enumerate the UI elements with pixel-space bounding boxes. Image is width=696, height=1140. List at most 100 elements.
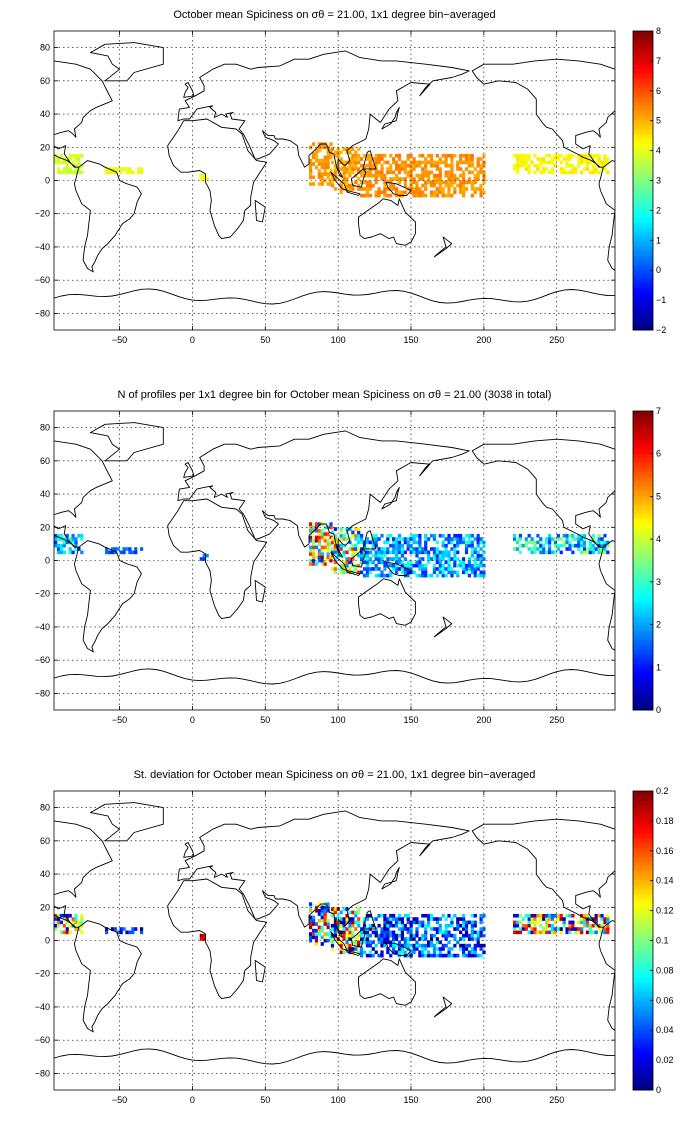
x-tick-label: 50 xyxy=(260,1095,270,1105)
data-cell xyxy=(600,923,604,928)
data-cell xyxy=(383,933,387,938)
data-cell xyxy=(65,927,69,931)
data-cell xyxy=(459,563,463,568)
data-cell xyxy=(559,927,563,931)
data-cell xyxy=(54,917,58,921)
data-cell xyxy=(539,543,543,548)
data-cell xyxy=(533,163,537,168)
data-cell xyxy=(368,953,372,958)
data-cell xyxy=(594,920,598,925)
data-cell xyxy=(459,537,463,541)
data-cell xyxy=(348,943,352,948)
data-cell xyxy=(550,913,555,918)
data-cell xyxy=(374,173,378,178)
data-cell xyxy=(371,173,375,178)
data-cell xyxy=(317,932,321,936)
data-cell xyxy=(574,930,578,935)
data-cell xyxy=(547,160,552,165)
data-cell xyxy=(585,923,590,928)
data-cell xyxy=(438,570,442,575)
data-cell xyxy=(438,927,442,931)
data-cell xyxy=(362,923,367,928)
data-cell xyxy=(386,193,390,198)
data-cell xyxy=(412,187,416,191)
data-cell xyxy=(317,912,321,916)
data-cell xyxy=(317,558,321,563)
data-cell xyxy=(77,153,81,158)
data-cell xyxy=(333,163,337,168)
data-cell xyxy=(473,537,477,541)
data-cell xyxy=(342,173,346,178)
data-cell xyxy=(403,937,407,941)
data-cell xyxy=(515,537,520,541)
data-cell xyxy=(357,907,361,911)
data-cell xyxy=(365,173,370,178)
data-cell xyxy=(125,167,129,171)
data-cell xyxy=(412,190,416,195)
data-cell xyxy=(394,540,399,545)
data-cell xyxy=(339,187,343,191)
data-cell xyxy=(424,540,428,545)
data-cell xyxy=(459,947,463,951)
data-cell xyxy=(415,193,419,198)
data-cell xyxy=(409,943,413,948)
data-cell xyxy=(394,557,399,561)
data-cell xyxy=(354,533,358,538)
colorbar-tick-label: 7 xyxy=(656,56,661,66)
data-cell xyxy=(424,167,428,171)
data-cell xyxy=(582,913,587,918)
data-cell xyxy=(444,550,448,555)
data-cell xyxy=(71,170,75,175)
data-cell xyxy=(202,173,206,178)
data-cell xyxy=(412,550,416,555)
data-cell xyxy=(539,540,543,545)
data-cell xyxy=(539,157,543,161)
data-cell xyxy=(473,547,477,551)
data-cell xyxy=(444,917,448,921)
y-tick-label: 0 xyxy=(45,176,50,186)
data-cell xyxy=(553,540,558,545)
data-cell xyxy=(542,913,546,918)
data-cell xyxy=(467,560,472,565)
data-cell xyxy=(441,540,445,545)
data-cell xyxy=(351,160,355,165)
data-cell xyxy=(409,177,413,181)
data-cell xyxy=(139,930,144,935)
data-cell xyxy=(62,170,66,175)
data-cell xyxy=(441,543,445,548)
data-cell xyxy=(591,543,595,548)
data-cell xyxy=(333,170,337,175)
data-cell xyxy=(342,570,346,575)
data-cell xyxy=(314,158,319,163)
data-cell xyxy=(418,573,422,578)
data-cell xyxy=(368,163,372,168)
data-cell xyxy=(568,930,572,935)
data-cell xyxy=(550,167,555,171)
data-cell xyxy=(470,930,474,935)
data-cell xyxy=(521,163,525,168)
data-cell xyxy=(415,943,419,948)
data-cell xyxy=(597,927,601,931)
data-cell xyxy=(333,917,337,921)
data-cell xyxy=(403,563,407,568)
data-cell xyxy=(438,170,442,175)
data-cell xyxy=(479,930,483,935)
data-cell xyxy=(110,547,115,551)
data-cell xyxy=(432,570,437,575)
data-cell xyxy=(467,573,472,578)
data-cell xyxy=(467,163,472,168)
data-cell xyxy=(400,567,405,571)
data-cell xyxy=(473,190,477,195)
data-cell xyxy=(456,923,460,928)
data-cell xyxy=(351,533,355,538)
y-tick-label: 20 xyxy=(40,522,50,532)
data-cell xyxy=(444,927,448,931)
data-cell xyxy=(580,160,584,165)
data-cell xyxy=(360,933,364,938)
data-cell xyxy=(342,933,346,938)
data-cell xyxy=(427,160,431,165)
data-cell xyxy=(453,933,457,938)
chart-title: St. deviation for October mean Spiciness… xyxy=(134,769,536,781)
data-cell xyxy=(545,930,549,935)
data-cell xyxy=(459,937,463,941)
